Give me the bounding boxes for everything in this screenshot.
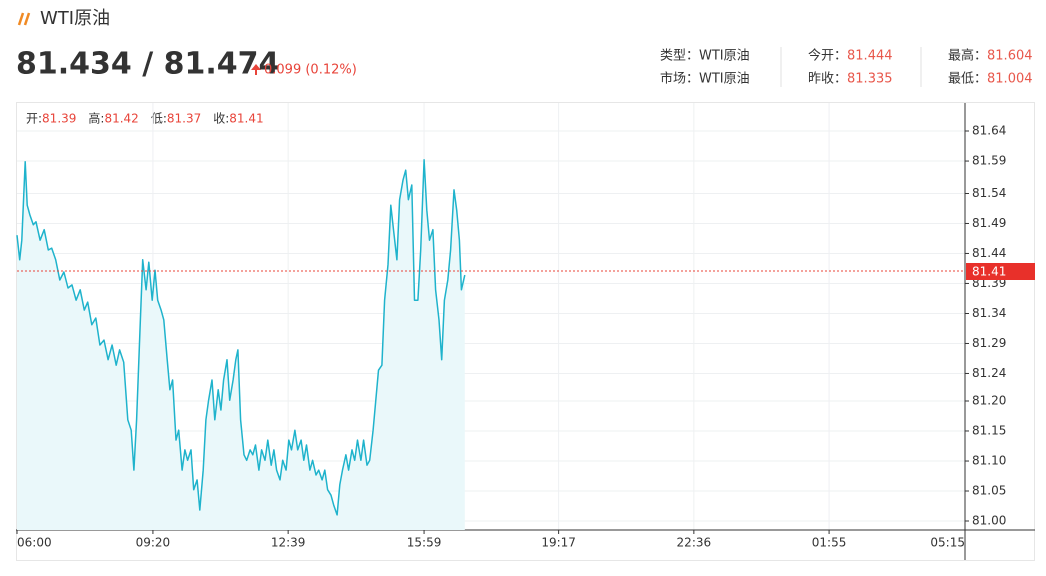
info-value: 81.335: [847, 72, 893, 87]
chart-frame: [16, 102, 1035, 561]
price: 81.434 / 81.474: [16, 47, 279, 82]
last-price-label: 81.41: [972, 264, 1006, 278]
ohlc-label: 低:: [151, 112, 167, 126]
up-arrow: [251, 64, 261, 75]
x-tick-label: 15:59: [407, 536, 442, 550]
y-tick-label: 81.00: [972, 514, 1006, 528]
ohlc-label: 开:: [26, 112, 42, 126]
ohlc-value: 81.37: [167, 112, 201, 126]
info-label: 最高：: [948, 48, 987, 64]
ohlc-value: 81.39: [42, 112, 76, 126]
y-tick-label: 81.29: [972, 336, 1006, 350]
info-label: 今开：: [808, 48, 847, 64]
info-label: 市场：: [660, 71, 699, 87]
y-tick-label: 81.59: [972, 154, 1006, 168]
info-label: 类型：: [660, 49, 699, 64]
title-icon: [17, 12, 31, 26]
x-tick-label: 22:36: [677, 536, 712, 550]
info-label: 最低：: [948, 72, 987, 87]
y-tick-label: 81.20: [972, 393, 1006, 407]
ohlc-label: 收:: [213, 112, 229, 126]
x-tick-label: 12:39: [271, 536, 306, 550]
y-tick-label: 81.05: [972, 484, 1006, 498]
x-tick-label: 01:55: [812, 536, 847, 550]
info-value: 81.004: [987, 72, 1033, 87]
x-tick-label: 09:20: [136, 536, 171, 550]
y-tick-label: 81.64: [972, 124, 1006, 138]
y-tick-label: 81.15: [972, 423, 1006, 437]
y-tick-label: 81.49: [972, 216, 1006, 230]
ohlc-value: 81.42: [104, 112, 138, 126]
y-tick-label: 81.10: [972, 454, 1006, 468]
info-value: 81.444: [847, 49, 893, 64]
info-value: WTI原油: [699, 72, 750, 87]
last-price-box: [966, 262, 1035, 280]
info-label: 昨收：: [808, 72, 847, 87]
x-tick-label: 06:00: [17, 536, 52, 550]
info-value: WTI原油: [699, 49, 750, 64]
y-tick-label: 81.54: [972, 186, 1006, 200]
x-tick-label: 05:15: [930, 536, 965, 550]
info-value: 81.604: [987, 49, 1033, 64]
ohlc-value: 81.41: [229, 112, 263, 126]
y-tick-label: 81.24: [972, 366, 1006, 380]
x-tick-label: 19:17: [541, 536, 576, 550]
price-change: 0.099 (0.12%): [264, 63, 357, 78]
area: [17, 159, 465, 531]
y-tick-label: 81.44: [972, 246, 1006, 260]
ohlc-label: 高:: [88, 111, 104, 126]
page-title: WTI原油: [40, 8, 110, 29]
price-line: [16, 159, 466, 516]
y-tick-label: 81.34: [972, 306, 1006, 320]
